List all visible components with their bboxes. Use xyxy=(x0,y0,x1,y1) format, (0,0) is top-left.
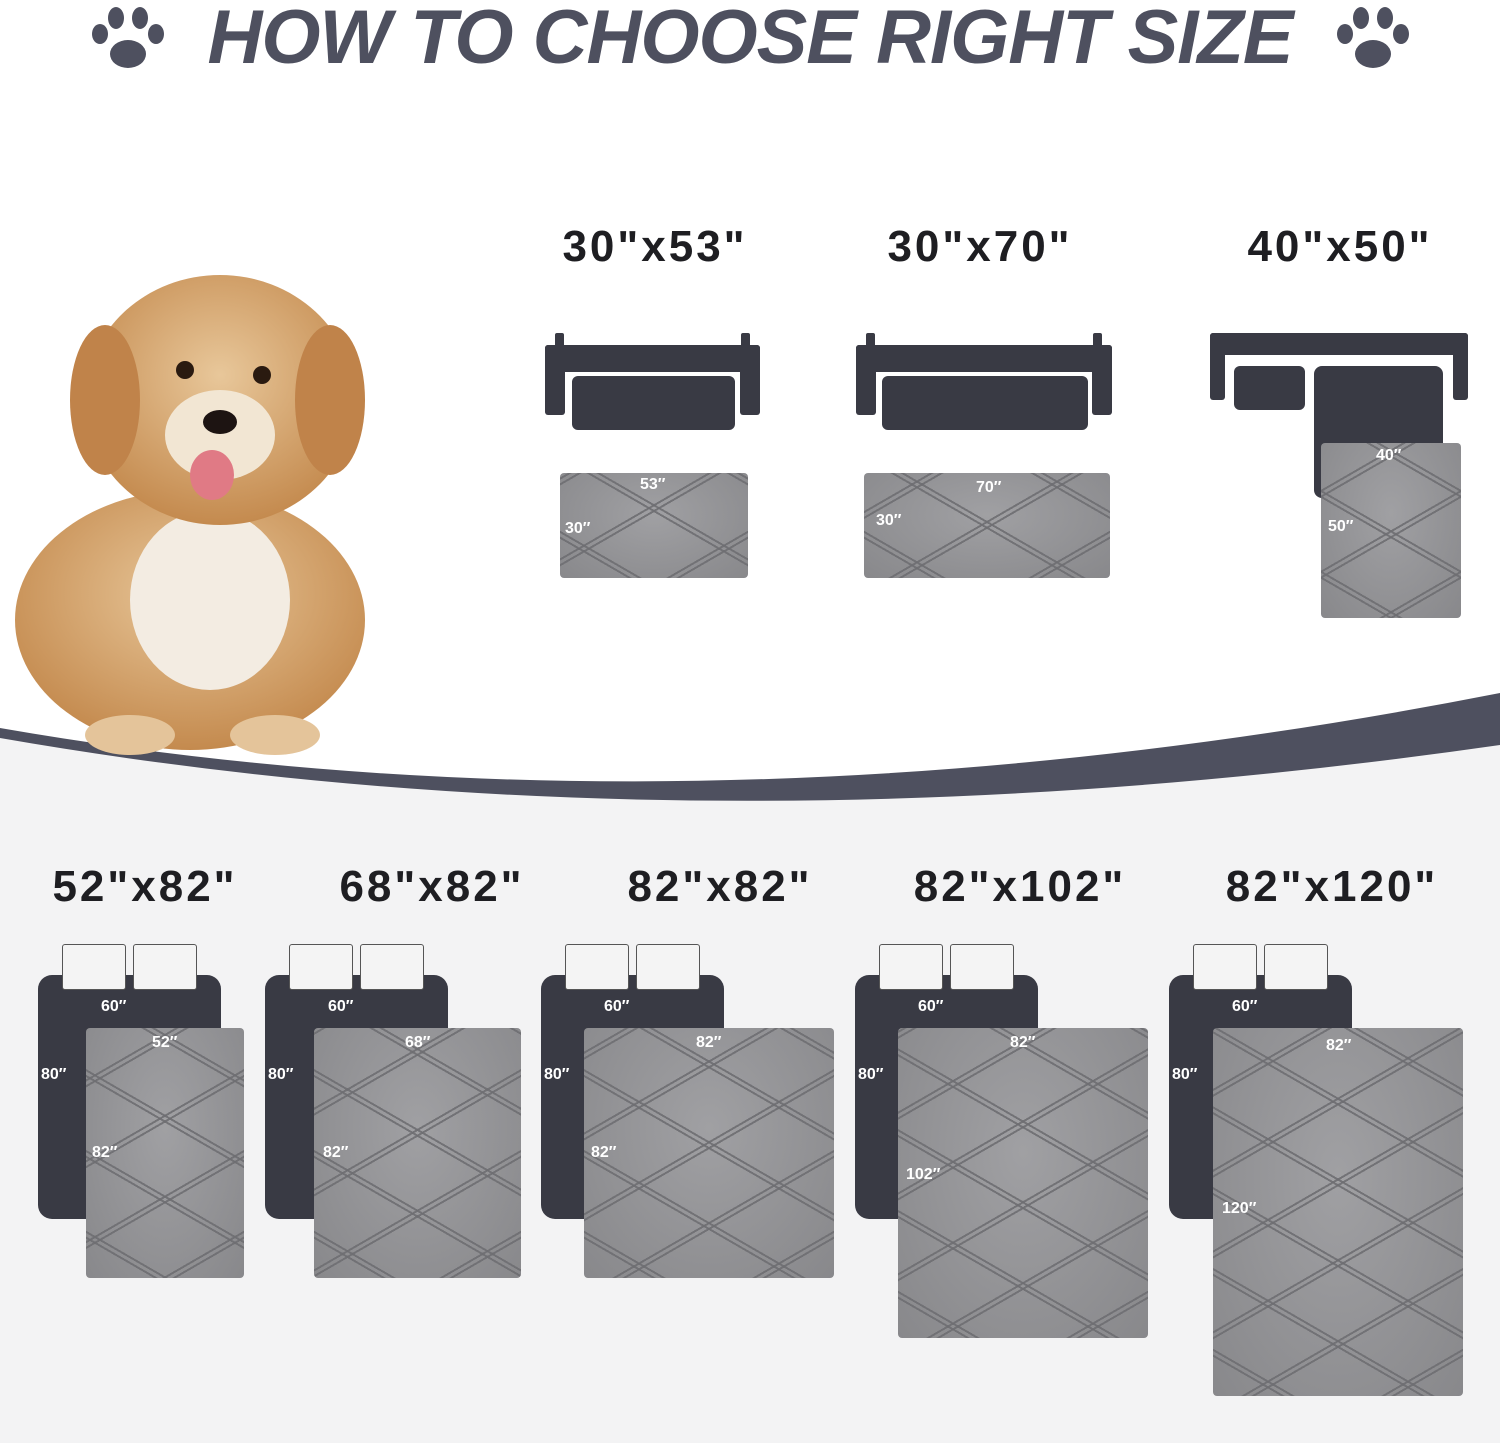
size-label: 68"x82" xyxy=(339,862,525,911)
mat-cover xyxy=(314,1028,521,1278)
mat-height-label: 50″ xyxy=(1328,518,1354,535)
pillow xyxy=(133,944,197,990)
pillow xyxy=(360,944,424,990)
mat-cover xyxy=(560,473,748,578)
pillow xyxy=(289,944,353,990)
sofa-back xyxy=(545,345,760,372)
mat-width-label: 53″ xyxy=(640,476,666,493)
bed-width-label: 60″ xyxy=(918,998,944,1015)
mat-width-label: 52″ xyxy=(152,1034,178,1051)
sofa-arm xyxy=(856,345,876,415)
mat-height-label: 30″ xyxy=(565,520,591,537)
page-title: HOW TO CHOOSE RIGHT SIZE xyxy=(207,0,1293,80)
mat-width-label: 68″ xyxy=(405,1034,431,1051)
paw-icon xyxy=(1337,7,1409,68)
mat-height-label: 30″ xyxy=(876,512,902,529)
size-label: 52"x82" xyxy=(52,862,238,911)
size-label: 40"x50" xyxy=(1247,222,1433,271)
pillow xyxy=(950,944,1014,990)
sectional-arm xyxy=(1210,333,1225,400)
sofa-post xyxy=(866,333,875,353)
sofa-cushion xyxy=(572,376,735,430)
bed-length-label: 80″ xyxy=(41,1066,67,1083)
mat-cover xyxy=(86,1028,244,1278)
mat-height-label: 82″ xyxy=(92,1144,118,1161)
sofa-post xyxy=(741,333,750,353)
bed-width-label: 60″ xyxy=(1232,998,1258,1015)
mat-height-label: 82″ xyxy=(591,1144,617,1161)
mat-cover xyxy=(1213,1028,1463,1396)
bed-width-label: 60″ xyxy=(328,998,354,1015)
sofa-arm xyxy=(740,345,760,415)
size-label: 82"x120" xyxy=(1225,862,1439,911)
dog-image xyxy=(15,275,365,755)
bed-width-label: 60″ xyxy=(101,998,127,1015)
bed-width-label: 60″ xyxy=(604,998,630,1015)
mat-height-label: 82″ xyxy=(323,1144,349,1161)
sectional-back xyxy=(1210,333,1468,355)
mat-width-label: 82″ xyxy=(696,1034,722,1051)
sofa-post xyxy=(1093,333,1102,353)
mat-cover xyxy=(1321,443,1461,618)
sectional-arm xyxy=(1453,333,1468,400)
sectional-cushion xyxy=(1234,366,1305,410)
size-label: 82"x82" xyxy=(627,862,813,911)
pillow xyxy=(62,944,126,990)
pillow xyxy=(1264,944,1328,990)
size-label: 30"x70" xyxy=(887,222,1073,271)
bed-length-label: 80″ xyxy=(1172,1066,1198,1083)
bed-length-label: 80″ xyxy=(544,1066,570,1083)
sofa-cushion xyxy=(882,376,1088,430)
sofa-post xyxy=(555,333,564,353)
size-label: 82"x102" xyxy=(913,862,1127,911)
pillow xyxy=(565,944,629,990)
mat-width-label: 82″ xyxy=(1326,1037,1352,1054)
mat-cover xyxy=(898,1028,1148,1338)
mat-cover xyxy=(864,473,1110,578)
bed-length-label: 80″ xyxy=(858,1066,884,1083)
pillow xyxy=(636,944,700,990)
bed-length-label: 80″ xyxy=(268,1066,294,1083)
mat-height-label: 102″ xyxy=(906,1166,941,1183)
sofa-arm xyxy=(1092,345,1112,415)
size-label: 30"x53" xyxy=(562,222,748,271)
mat-width-label: 82″ xyxy=(1010,1034,1036,1051)
sofa-arm xyxy=(545,345,565,415)
mat-cover xyxy=(584,1028,834,1278)
pillow xyxy=(1193,944,1257,990)
sofa-back xyxy=(856,345,1112,372)
mat-width-label: 70″ xyxy=(976,479,1002,496)
pillow xyxy=(879,944,943,990)
mat-height-label: 120″ xyxy=(1222,1200,1257,1217)
paw-icon xyxy=(92,7,164,68)
mat-width-label: 40″ xyxy=(1376,447,1402,464)
